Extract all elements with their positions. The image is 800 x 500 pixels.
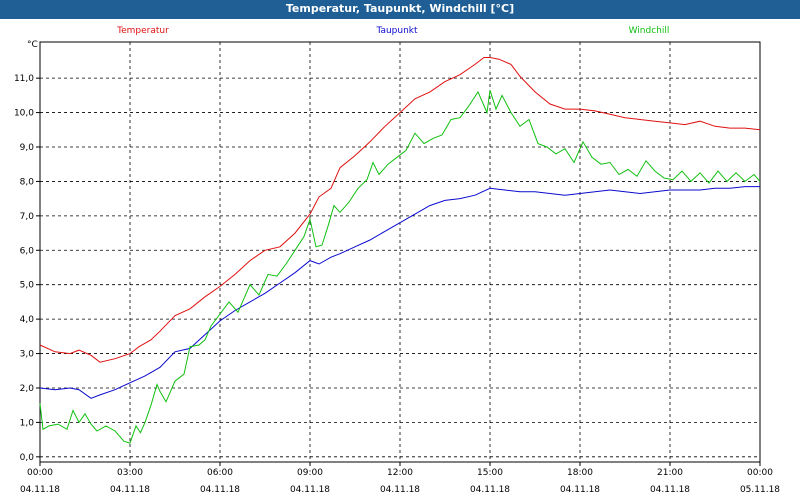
x-tick-date-label: 04.11.18 [650,485,690,495]
x-tick-date-label: 04.11.18 [290,485,330,495]
series-lines [39,57,761,444]
x-tick-date-label: 04.11.18 [380,485,420,495]
y-tick-label: 3,0 [20,350,35,360]
x-tick-date-label: 04.11.18 [20,485,60,495]
y-tick-label: 10,0 [14,109,34,119]
y-tick-label: 9,0 [20,143,35,153]
legend-item-windchill: Windchill [629,26,670,36]
x-tick-date-label: 04.11.18 [110,485,150,495]
y-tick-label: 11,0 [14,74,34,84]
window-title: Temperatur, Taupunkt, Windchill [°C] [0,0,800,19]
y-tick-label: 8,0 [20,177,35,187]
x-tick-time-label: 06:00 [207,468,233,478]
series-line-windchill [39,90,761,444]
x-tick-time-label: 03:00 [117,468,143,478]
series-line-temperatur [39,57,761,363]
x-tick-date-label: 04.11.18 [470,485,510,495]
x-tick-time-label: 15:00 [477,468,503,478]
y-tick-label: 0,0 [20,453,35,463]
x-tick-time-label: 00:00 [747,468,773,478]
y-tick-label: 7,0 [20,212,35,222]
x-tick-time-label: 18:00 [567,468,593,478]
legend: Temperatur Taupunkt Windchill [116,26,669,36]
legend-item-taupunkt: Taupunkt [375,26,418,36]
y-tick-label: 1,0 [20,418,35,428]
series-line-taupunkt [39,186,760,399]
legend-item-temperatur: Temperatur [116,26,169,36]
y-tick-label: 5,0 [20,281,35,291]
line-chart: °C 0,0 1,0 2,0 3,0 4,0 5,0 6,0 7,0 8,0 9,0 10,0 11,… [14,26,780,495]
y-tick-label: 4,0 [20,315,35,325]
y-axis-ticks: 0,0 1,0 2,0 3,0 4,0 5,0 6,0 7,0 8,0 9,0 10,0 11,0 [14,74,40,463]
y-axis-unit-label: °C [27,40,38,50]
x-tick-time-label: 21:00 [657,468,683,478]
x-tick-time-label: 12:00 [387,468,413,478]
y-tick-label: 2,0 [20,384,35,394]
x-tick-date-label: 04.11.18 [200,485,240,495]
x-tick-date-label: 05.11.18 [740,485,780,495]
grid-lines [40,42,760,462]
x-axis-ticks: 00:00 04.11.18 03:00 04.11.18 06:00 04.11.18 0… [20,462,780,495]
x-tick-date-label: 04.11.18 [560,485,600,495]
x-tick-time-label: 00:00 [27,468,53,478]
y-tick-label: 6,0 [20,246,35,256]
x-tick-time-label: 09:00 [297,468,323,478]
